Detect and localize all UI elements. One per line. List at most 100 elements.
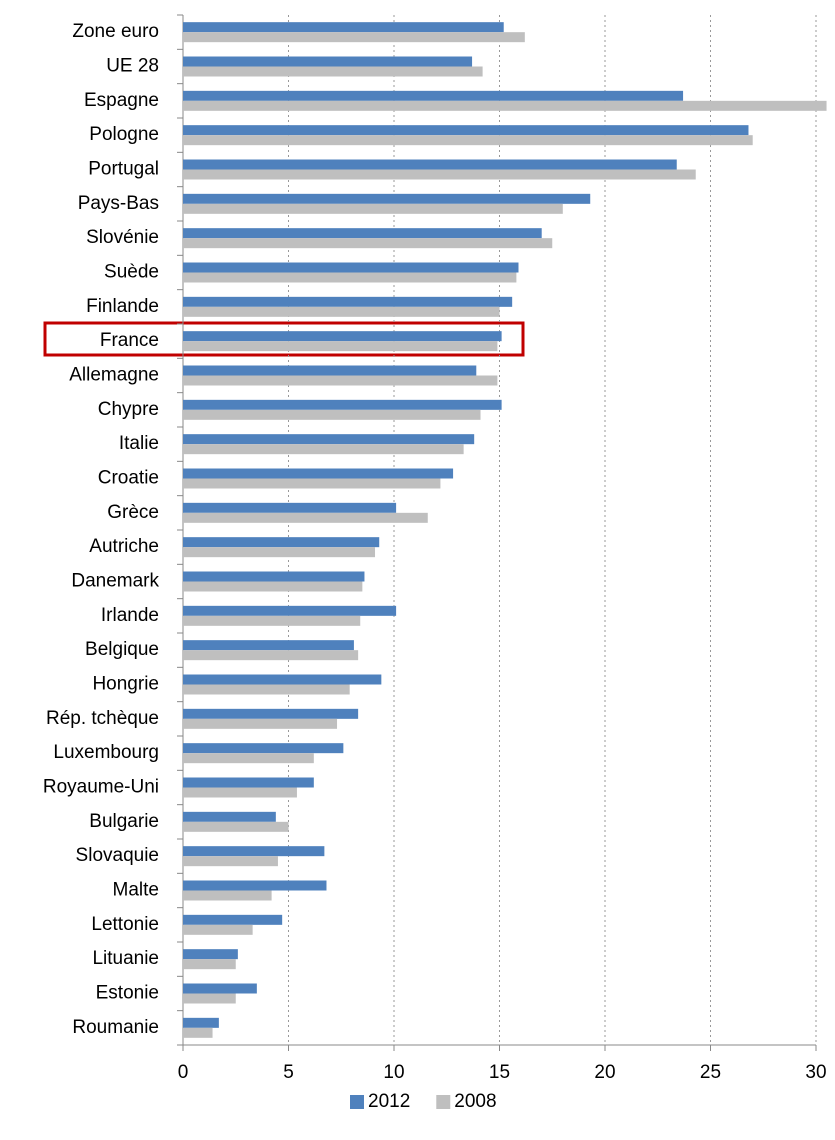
bar xyxy=(183,341,498,352)
bar xyxy=(183,203,563,214)
y-tick-label: Croatie xyxy=(98,468,159,489)
bar xyxy=(183,718,338,729)
bar xyxy=(183,777,314,788)
bar xyxy=(183,890,272,901)
y-tick-label: Autriche xyxy=(89,536,159,557)
x-tick-label: 10 xyxy=(383,1062,404,1083)
x-tick-label: 15 xyxy=(489,1062,510,1083)
bar xyxy=(183,743,344,754)
y-tick-label: Suède xyxy=(104,262,159,283)
bar xyxy=(183,66,483,77)
bar xyxy=(183,811,276,822)
bar xyxy=(183,949,238,960)
bar xyxy=(183,32,525,43)
bar xyxy=(183,512,428,523)
bar xyxy=(183,993,236,1004)
bar xyxy=(183,375,498,386)
bar xyxy=(183,56,473,67)
bar xyxy=(183,399,502,410)
y-tick-label: Luxembourg xyxy=(53,742,159,763)
y-tick-label: Malte xyxy=(113,880,159,901)
bar xyxy=(183,478,441,489)
highlight-box xyxy=(43,321,525,357)
bar xyxy=(183,708,359,719)
bar xyxy=(183,193,591,204)
y-tick-label: Roumanie xyxy=(72,1017,159,1038)
legend-label: 2012 xyxy=(368,1091,410,1112)
y-tick-label: Rép. tchèque xyxy=(46,708,159,729)
bar xyxy=(183,262,519,273)
bar xyxy=(183,169,696,180)
legend-swatch xyxy=(350,1095,364,1109)
bar xyxy=(183,125,749,136)
x-tick-label: 25 xyxy=(700,1062,721,1083)
y-tick-label: Zone euro xyxy=(72,21,159,42)
legend-label: 2008 xyxy=(454,1091,496,1112)
bar xyxy=(183,100,827,111)
bar xyxy=(183,581,363,592)
bar xyxy=(183,22,504,33)
bar xyxy=(183,409,481,420)
bar xyxy=(183,615,361,626)
y-tick-label: Pays-Bas xyxy=(78,193,159,214)
bar xyxy=(183,238,553,249)
bar xyxy=(183,272,517,283)
bar xyxy=(183,444,464,455)
y-tick-label: Royaume-Uni xyxy=(43,777,159,798)
bar xyxy=(183,502,397,513)
y-tick-label: Lituanie xyxy=(92,948,159,969)
y-tick-label: Italie xyxy=(119,433,159,454)
bar xyxy=(183,1017,219,1028)
x-tick-label: 0 xyxy=(178,1062,189,1083)
bar xyxy=(183,821,289,832)
y-tick-label: Belgique xyxy=(85,639,159,660)
bar xyxy=(183,296,513,307)
bar xyxy=(183,924,253,935)
bar xyxy=(183,468,454,479)
bar xyxy=(183,537,380,548)
y-tick-label: Espagne xyxy=(84,90,159,111)
bar xyxy=(183,159,677,170)
x-tick-label: 30 xyxy=(805,1062,826,1083)
bar xyxy=(183,880,327,891)
bar xyxy=(183,674,382,685)
legend-swatch xyxy=(436,1095,451,1109)
y-tick-label: Slovaquie xyxy=(76,845,159,866)
y-tick-label: Finlande xyxy=(86,296,159,317)
bar xyxy=(183,650,359,661)
y-tick-label: Portugal xyxy=(88,159,159,180)
y-tick-label: Grèce xyxy=(107,502,159,523)
bar xyxy=(183,228,542,239)
y-tick-label: Slovénie xyxy=(86,227,159,248)
bar xyxy=(183,331,502,342)
y-tick-label: UE 28 xyxy=(106,56,159,77)
bar xyxy=(183,306,500,317)
x-tick-label: 5 xyxy=(283,1062,294,1083)
y-tick-label: Danemark xyxy=(71,571,159,592)
y-tick-label: France xyxy=(100,330,159,351)
y-tick-label: Bulgarie xyxy=(89,811,159,832)
bar xyxy=(183,856,278,867)
bar xyxy=(183,640,354,651)
x-tick-label: 20 xyxy=(594,1062,615,1083)
bar xyxy=(183,135,753,146)
bar xyxy=(183,684,350,695)
bar xyxy=(183,434,475,445)
bar xyxy=(183,547,376,558)
bar xyxy=(183,571,365,582)
bar xyxy=(183,846,325,857)
y-tick-label: Allemagne xyxy=(69,365,159,386)
bar xyxy=(183,787,297,798)
y-tick-label: Estonie xyxy=(96,983,159,1004)
bar xyxy=(183,914,283,925)
bar xyxy=(183,90,684,101)
y-tick-label: Chypre xyxy=(98,399,159,420)
y-tick-label: Lettonie xyxy=(91,914,159,935)
bar xyxy=(183,1027,213,1038)
bar xyxy=(183,983,257,994)
bar xyxy=(183,753,314,764)
y-tick-label: Hongrie xyxy=(92,674,159,695)
y-tick-label: Pologne xyxy=(89,124,159,145)
bar xyxy=(183,605,397,616)
